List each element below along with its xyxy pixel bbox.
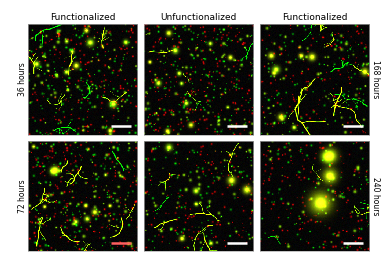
Text: 240 hours: 240 hours [371,177,380,215]
Text: Functionalized: Functionalized [50,13,115,22]
Text: 168 hours: 168 hours [371,60,380,99]
Text: 72 hours: 72 hours [18,179,27,213]
Text: Unfunctionalized: Unfunctionalized [161,13,237,22]
Text: Functionalized: Functionalized [282,13,348,22]
Text: 36 hours: 36 hours [18,63,27,97]
